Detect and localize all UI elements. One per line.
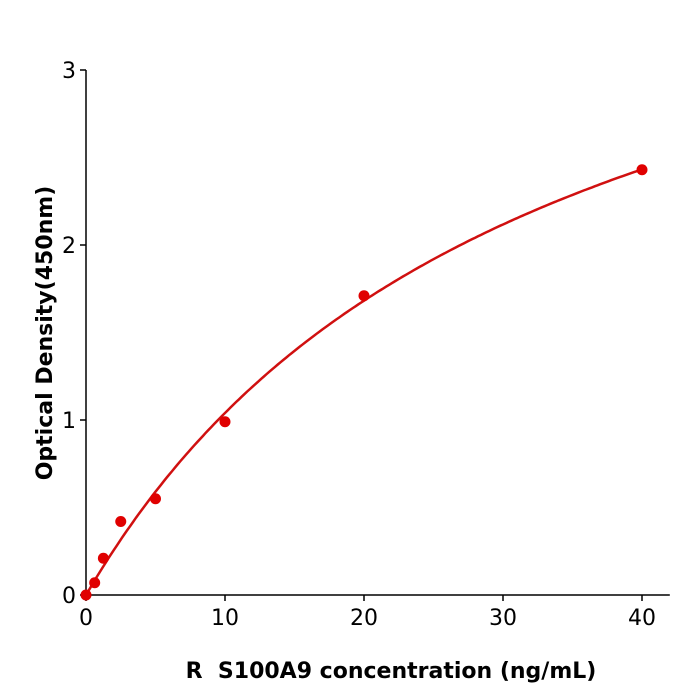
x-tick-label: 10 bbox=[211, 606, 239, 631]
x-tick-label: 40 bbox=[628, 606, 656, 631]
x-tick-label: 30 bbox=[489, 606, 517, 631]
x-tick-label: 20 bbox=[350, 606, 378, 631]
data-point bbox=[89, 577, 101, 589]
data-point bbox=[80, 589, 92, 601]
y-tick-label: 2 bbox=[62, 234, 76, 259]
data-point bbox=[97, 552, 109, 564]
y-tick-label: 0 bbox=[62, 584, 76, 609]
y-tick-label: 1 bbox=[62, 409, 76, 434]
y-tick-label: 3 bbox=[62, 59, 76, 84]
y-axis-label: Optical Density(450nm) bbox=[33, 186, 58, 481]
data-point bbox=[358, 290, 370, 302]
x-axis-label: R S100A9 concentration (ng/mL) bbox=[186, 659, 597, 684]
data-point bbox=[150, 493, 161, 505]
data-point bbox=[115, 516, 127, 527]
fit-curve bbox=[84, 168, 643, 596]
x-tick-label: 0 bbox=[79, 606, 93, 631]
data-point bbox=[636, 164, 648, 176]
data-point bbox=[219, 416, 231, 428]
